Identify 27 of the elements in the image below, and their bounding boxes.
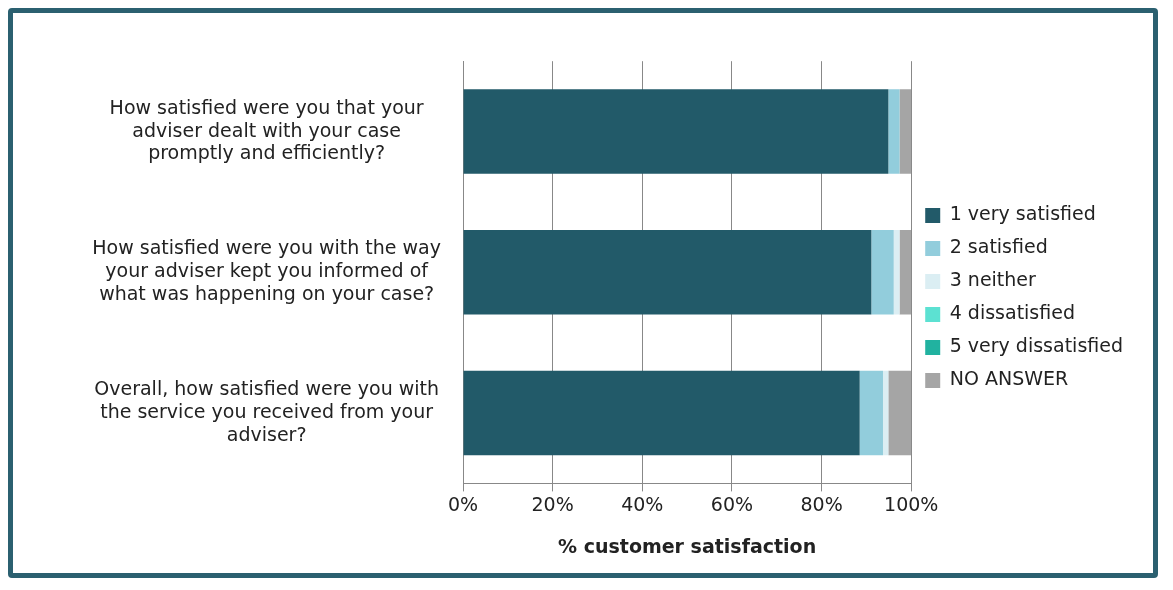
x-tick-label: 20% xyxy=(531,492,574,515)
legend-label: 3 neither xyxy=(949,268,1037,291)
y-tick-label: Overall, how satisfied were you with the service you received from your adviser? xyxy=(94,377,440,445)
bar xyxy=(888,370,912,456)
x-tick-label: 60% xyxy=(710,492,754,515)
y-tick-label: How satisfied were you with the way your adviser kept you informed of what was happening on your case? xyxy=(92,236,441,305)
bar xyxy=(463,230,872,315)
bar xyxy=(871,230,894,315)
legend-label: 5 very dissatisfied xyxy=(949,334,1124,357)
bar xyxy=(899,230,912,315)
x-tick-label: 80% xyxy=(800,492,843,515)
y-tick-label: How satisfied were you that your adviser dealt with your case promptly and efficiently? xyxy=(109,95,424,164)
legend-label: 1 very satisfied xyxy=(949,202,1096,225)
x-tick-label: 100% xyxy=(884,492,939,515)
bar xyxy=(899,89,912,174)
legend-label: 4 dissatisfied xyxy=(949,301,1075,324)
bar xyxy=(463,89,889,174)
bar xyxy=(859,370,883,456)
bar xyxy=(888,89,900,174)
x-tick-label: 0% xyxy=(447,492,479,515)
legend-label: 2 satisfied xyxy=(949,235,1048,258)
bar xyxy=(882,370,889,456)
legend-label: NO ANSWER xyxy=(949,367,1069,390)
bar xyxy=(463,370,860,456)
x-tick-label: 40% xyxy=(621,492,664,515)
x-axis-title: % customer satisfaction xyxy=(558,534,817,557)
bar xyxy=(893,230,900,315)
